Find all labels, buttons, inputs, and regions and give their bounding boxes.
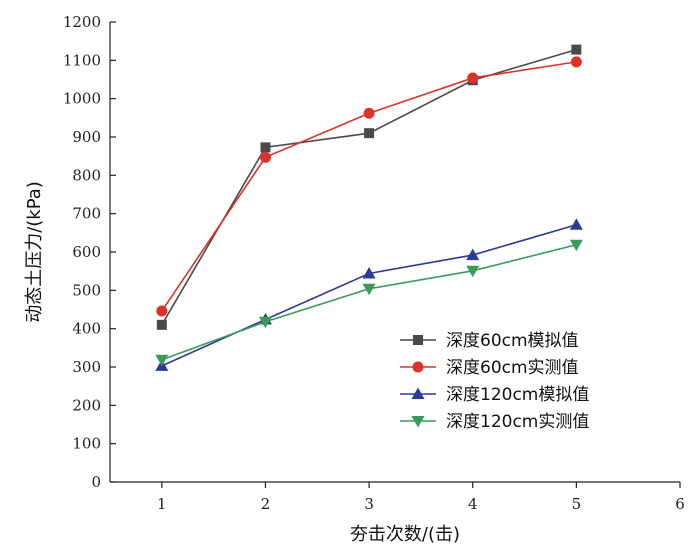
data-point [362, 283, 376, 296]
legend-label: 深度120cm实测值 [446, 412, 589, 432]
legend-marker [411, 387, 425, 399]
x-axis-title: 夯击次数/(击) [350, 524, 460, 545]
y-tick-label: 200 [72, 396, 101, 414]
y-axis-title: 动态土压力/(kPa) [24, 181, 45, 323]
legend-item: 深度60cm实测值 [400, 358, 579, 378]
series-2 [156, 56, 582, 317]
legend-item: 深度120cm模拟值 [400, 385, 589, 405]
x-tick-label: 2 [261, 495, 271, 513]
y-tick-label: 1200 [63, 13, 101, 31]
x-tick-label: 1 [157, 495, 167, 513]
y-tick-label: 900 [72, 128, 101, 146]
legend-marker [413, 335, 423, 345]
legend-item: 深度60cm模拟值 [400, 331, 579, 351]
series-4 [155, 239, 583, 367]
data-point [569, 239, 583, 252]
series-layer [155, 44, 583, 371]
y-tick-label: 400 [72, 320, 101, 338]
legend-label: 深度120cm模拟值 [446, 385, 589, 405]
y-tick-label: 100 [72, 435, 101, 453]
data-point [363, 107, 375, 119]
x-tick-label: 3 [364, 495, 374, 513]
y-tick-label: 0 [91, 473, 101, 491]
series-line [161, 48, 577, 326]
y-tick-label: 600 [72, 243, 101, 261]
data-point [259, 151, 271, 163]
data-point [466, 248, 480, 261]
legend-marker [411, 416, 425, 428]
data-point [467, 72, 479, 84]
data-point [364, 128, 375, 139]
y-tick-label: 700 [72, 205, 101, 223]
x-tick-label: 6 [675, 495, 685, 513]
legend-item: 深度120cm实测值 [400, 412, 589, 432]
y-tick-label: 1000 [63, 90, 101, 108]
data-point [260, 142, 271, 153]
data-point [156, 305, 168, 317]
axes: 0 100 200 300 400 500 600 700 800 900 1000 1100 1200… [63, 13, 685, 513]
data-point [156, 319, 167, 330]
legend-marker [412, 361, 424, 373]
data-point [155, 354, 169, 367]
data-point [571, 44, 582, 55]
x-tick-label: 4 [468, 495, 478, 513]
data-point [570, 56, 582, 68]
data-point [258, 316, 272, 329]
data-point [569, 218, 583, 230]
y-tick-label: 800 [72, 166, 101, 184]
data-point [362, 266, 376, 279]
y-tick-label: 500 [72, 281, 101, 299]
data-point [466, 265, 480, 278]
legend-label: 深度60cm实测值 [446, 358, 579, 378]
legend-label: 深度60cm模拟值 [446, 331, 579, 351]
y-tick-label: 1100 [63, 51, 101, 69]
y-tick-label: 300 [72, 358, 101, 376]
x-tick-label: 5 [572, 495, 582, 513]
